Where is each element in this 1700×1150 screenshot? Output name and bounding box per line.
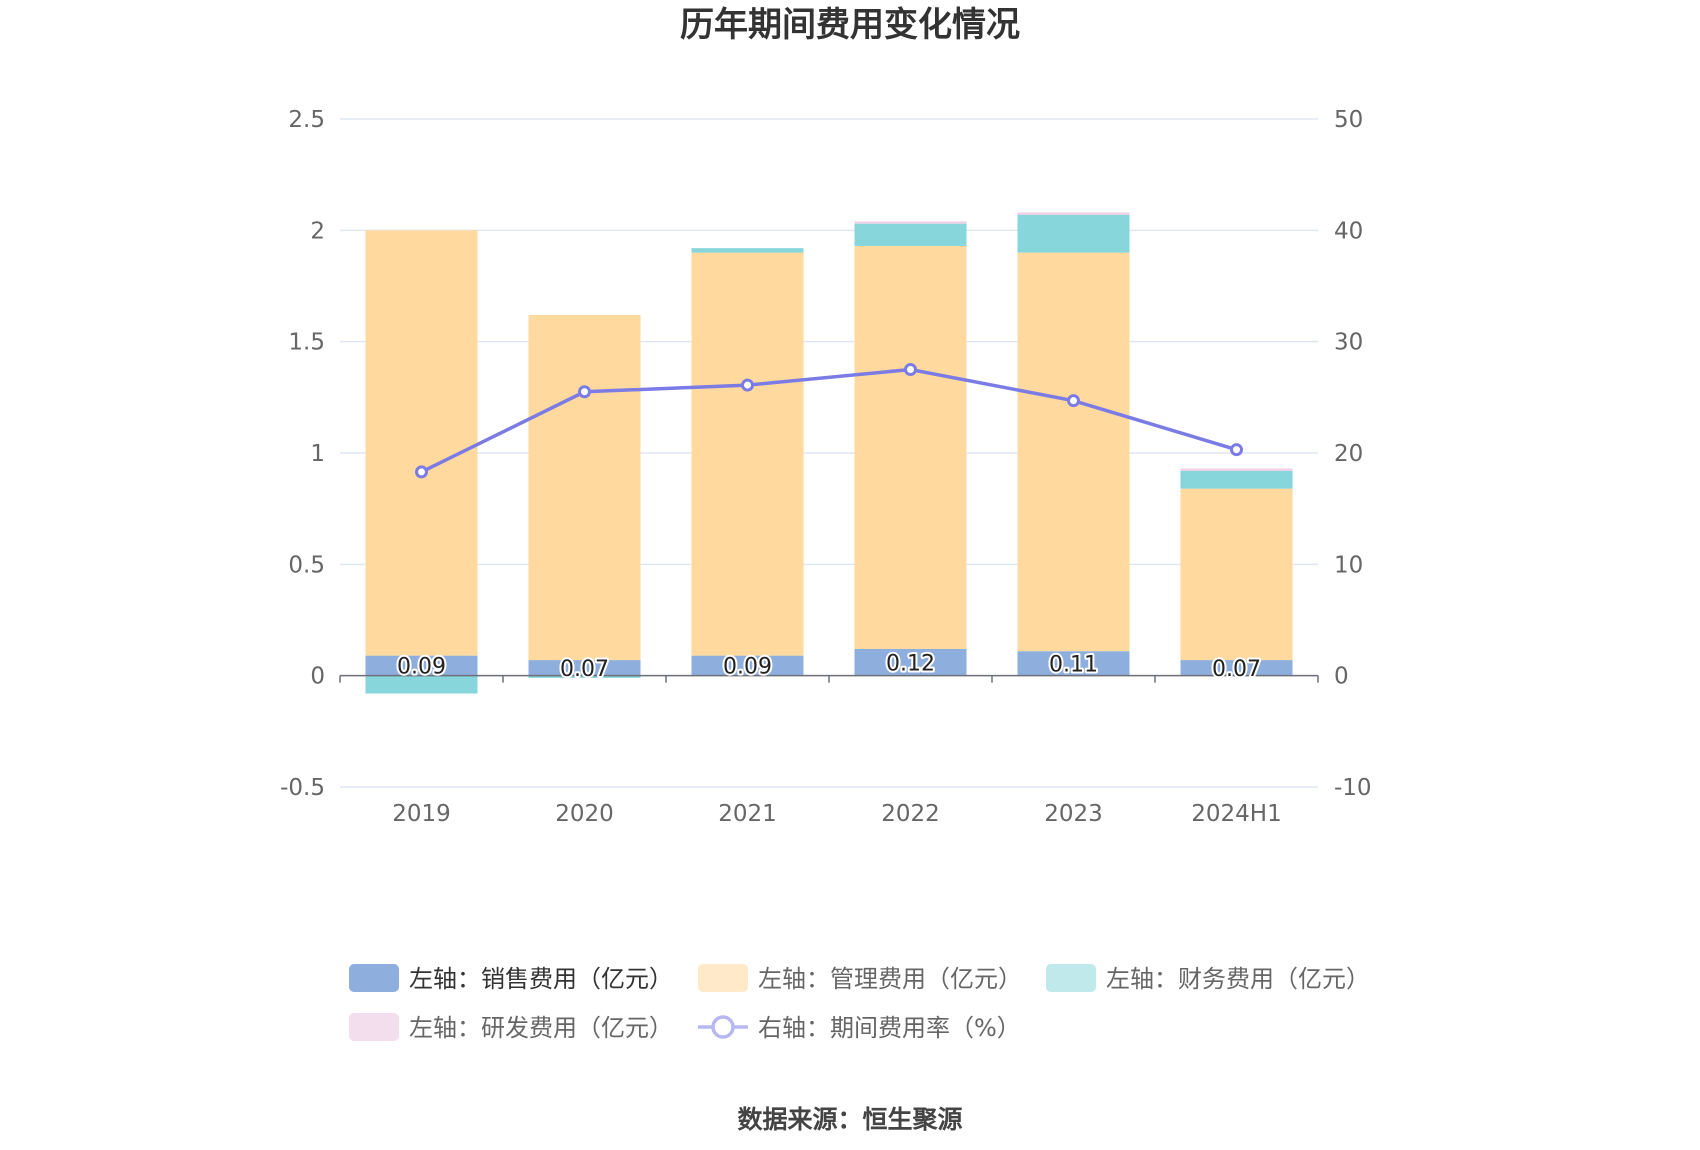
legend-label: 左轴：研发费用（亿元） — [409, 1014, 673, 1042]
line-point[interactable] — [578, 385, 591, 399]
data-label: 0.07 — [560, 657, 609, 682]
left-tick-label: 2 — [310, 218, 325, 244]
bar-segment[interactable] — [854, 223, 967, 246]
bar-segment[interactable] — [1180, 488, 1293, 661]
category-label: 2022 — [881, 801, 940, 827]
legend-swatch — [1046, 964, 1096, 992]
bar-segment[interactable] — [691, 248, 804, 253]
legend-item[interactable]: 左轴：财务费用（亿元） — [1046, 964, 1370, 993]
right-tick-label: 10 — [1334, 552, 1363, 578]
bar-segment[interactable] — [1017, 651, 1130, 676]
left-tick-label: 1.5 — [288, 330, 325, 356]
grid-lines — [340, 118, 1318, 788]
right-tick-label: 0 — [1334, 664, 1349, 690]
x-axis: 2019 2020 2021 2022 2023 2024H1 — [392, 801, 1282, 827]
right-axis: 50 40 30 20 10 0 -10 — [1334, 107, 1372, 801]
legend-item[interactable]: 左轴：销售费用（亿元） — [349, 964, 673, 993]
bar-segment[interactable] — [1180, 470, 1293, 489]
left-tick-label: 0 — [310, 664, 325, 690]
right-tick-label: 30 — [1334, 330, 1363, 356]
bar-segment[interactable] — [691, 252, 804, 656]
chart-title: 历年期间费用变化情况 — [680, 5, 1020, 45]
line-point[interactable] — [415, 465, 428, 479]
left-tick-label: 0.5 — [288, 552, 325, 578]
bar-segment[interactable] — [1017, 212, 1130, 215]
bar-segment[interactable] — [528, 675, 641, 678]
line-point[interactable] — [1230, 443, 1243, 457]
bar-segment[interactable] — [854, 221, 967, 224]
legend-swatch — [349, 1013, 399, 1041]
left-tick-label: 1 — [310, 441, 325, 467]
data-label: 0.11 — [1049, 652, 1098, 677]
bar-segment[interactable] — [854, 648, 967, 676]
bar-segment[interactable] — [1180, 660, 1293, 676]
line-point[interactable] — [1067, 394, 1080, 408]
data-labels: 0.09 0.07 0.09 0.12 0.11 0.07 — [395, 649, 1263, 684]
bar-segment[interactable] — [1017, 214, 1130, 253]
legend-circle-icon — [711, 1015, 735, 1039]
data-label: 0.07 — [1212, 657, 1261, 682]
right-tick-label: 20 — [1334, 441, 1363, 467]
rate-line-path — [420, 367, 1238, 474]
bar-segment[interactable] — [854, 245, 967, 649]
data-label: 0.09 — [397, 655, 446, 680]
legend-label: 左轴：财务费用（亿元） — [1106, 965, 1370, 993]
line-point[interactable] — [741, 378, 754, 392]
bar-segment[interactable] — [1180, 468, 1293, 471]
bar-segment[interactable] — [365, 230, 478, 656]
bar-segment[interactable] — [1017, 252, 1130, 652]
bar-segment[interactable] — [365, 655, 478, 676]
category-label: 2023 — [1044, 801, 1103, 827]
right-tick-label: 40 — [1334, 218, 1363, 244]
bars — [365, 212, 1293, 694]
legend[interactable]: 左轴：销售费用（亿元） 左轴：管理费用（亿元） 左轴：财务费用（亿元） 左轴：研发费用… — [349, 964, 1370, 1042]
bar-segment[interactable] — [365, 675, 478, 694]
legend-item[interactable]: 左轴：管理费用（亿元） — [698, 964, 1022, 993]
legend-item[interactable]: 右轴：期间费用率（%） — [698, 1014, 1021, 1042]
bar-segment[interactable] — [691, 655, 804, 676]
zero-baseline — [339, 674, 1319, 683]
category-label: 2021 — [718, 801, 777, 827]
data-source: 数据来源：恒生聚源 — [737, 1105, 962, 1134]
data-label: 0.09 — [723, 655, 772, 680]
left-tick-label: 2.5 — [288, 107, 325, 133]
rate-line — [415, 363, 1243, 479]
legend-label: 左轴：销售费用（亿元） — [409, 965, 673, 993]
right-tick-label: -10 — [1334, 775, 1372, 801]
category-label: 2024H1 — [1191, 801, 1281, 827]
legend-swatch — [698, 964, 748, 992]
legend-label: 左轴：管理费用（亿元） — [758, 965, 1022, 993]
category-label: 2019 — [392, 801, 451, 827]
legend-label: 右轴：期间费用率（%） — [758, 1014, 1021, 1042]
left-axis: 2.5 2 1.5 1 0.5 0 -0.5 — [280, 107, 325, 801]
legend-item[interactable]: 左轴：研发费用（亿元） — [349, 1013, 673, 1042]
data-label: 0.12 — [886, 651, 935, 676]
bar-segment[interactable] — [528, 314, 641, 661]
line-point[interactable] — [904, 363, 917, 376]
right-tick-label: 50 — [1334, 107, 1363, 133]
left-tick-label: -0.5 — [280, 775, 325, 801]
bar-segment[interactable] — [528, 660, 641, 676]
category-label: 2020 — [555, 801, 614, 827]
legend-swatch — [349, 964, 399, 992]
